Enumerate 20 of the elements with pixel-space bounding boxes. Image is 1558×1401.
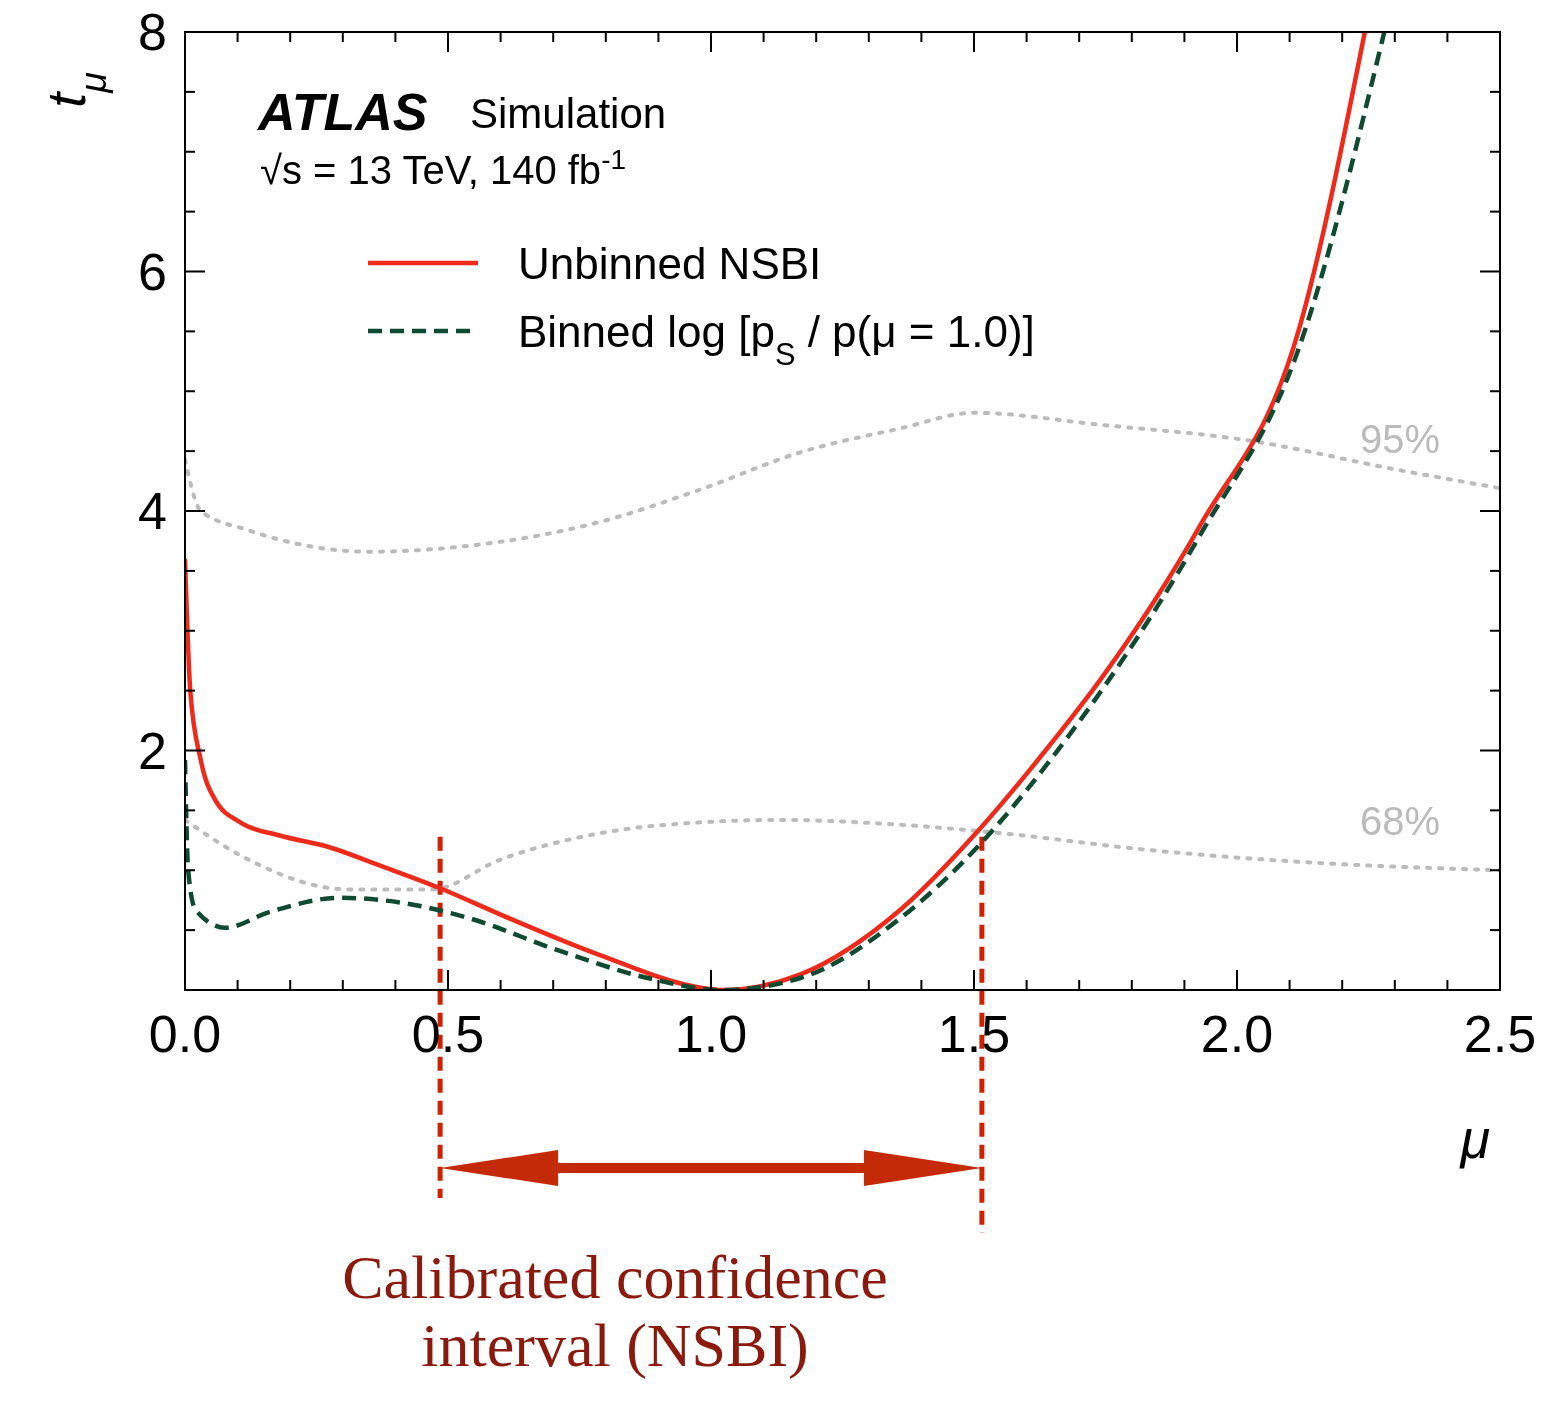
y-tick-label: 2 [138, 721, 167, 780]
y-tick-label: 8 [138, 3, 167, 61]
x-tick-label: 0.5 [411, 1005, 485, 1063]
x-tick-label: 1.0 [674, 1005, 748, 1063]
line-series [185, 410, 1500, 554]
text: Calibrated confidence interval (NSBI) [342, 1243, 888, 1380]
annotation: ATLAS [256, 83, 428, 141]
x-axis-title: μ [1458, 1109, 1490, 1169]
annotation: √s = 13 TeV, 140 fb$^{-1}$ [260, 143, 627, 192]
y-tick-label: 4 [138, 482, 167, 540]
legend-label: Unbinned NSBI [518, 239, 822, 288]
series-label: 95% [1359, 417, 1440, 462]
x-tick-label: 2.0 [1200, 1005, 1274, 1063]
y-tick-label: 6 [138, 242, 167, 301]
x-tick-label: 0.0 [148, 1005, 222, 1063]
legend-label: Binned log [p$_{S}$ / p(μ = 1.0)] [518, 307, 1035, 372]
x-tick-label: 2.5 [1463, 1005, 1537, 1063]
x-tick-label: 1.5 [937, 1005, 1011, 1063]
series-label: 68% [1359, 799, 1440, 844]
annotation: Simulation [470, 90, 667, 137]
